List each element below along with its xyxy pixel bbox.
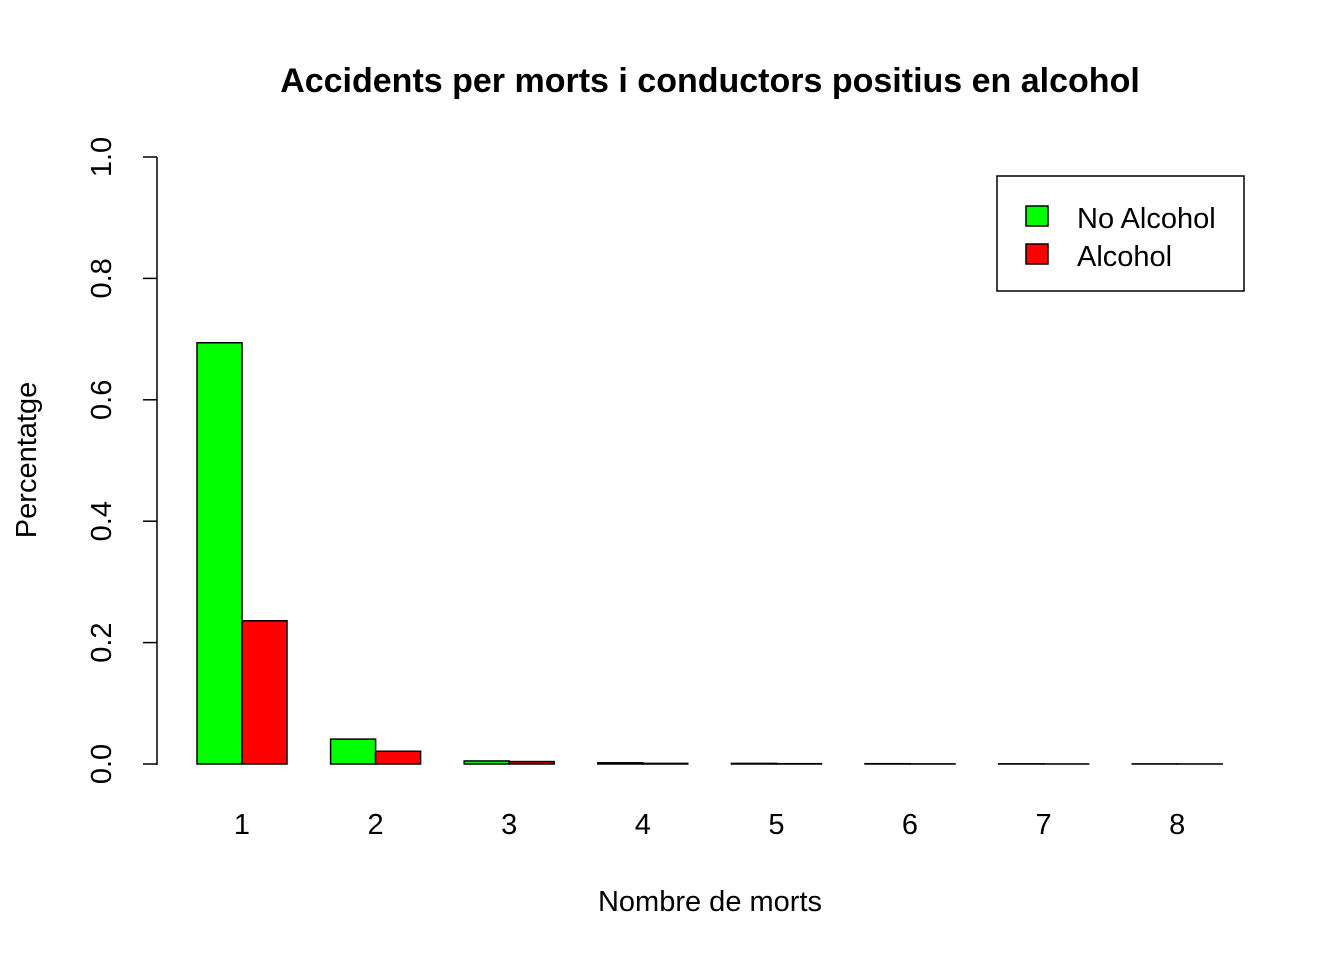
chart-title: Accidents per morts i conductors positiu… (280, 62, 1140, 100)
bar-no-alcohol-2 (329, 738, 377, 765)
bar-no-alcohol-5 (730, 762, 778, 765)
bar-alcohol-2 (374, 750, 422, 765)
bar-no-alcohol-3 (463, 760, 510, 765)
y-tick-label: 0.2 (86, 622, 118, 662)
x-tick-label: 2 (368, 809, 384, 841)
y-tick-label: 0.4 (86, 501, 118, 541)
y-tick-label: 0.6 (86, 380, 118, 420)
bar-no-alcohol-4 (597, 762, 644, 765)
x-tick-label: 7 (1036, 809, 1052, 841)
legend-swatch-alcohol (1025, 243, 1049, 265)
legend-swatch-no-alcohol (1025, 205, 1049, 227)
bars-group (196, 341, 1223, 765)
y-tick-label: 0.8 (86, 258, 118, 298)
bar-alcohol-4 (642, 762, 689, 765)
bar-no-alcohol-1 (196, 341, 243, 765)
bar-alcohol-1 (241, 619, 288, 765)
x-tick-label: 5 (768, 809, 784, 841)
x-axis-tick-labels: 1 2 3 4 5 6 7 8 (234, 809, 1185, 841)
x-tick-label: 1 (234, 809, 250, 841)
y-axis-ticks: 0.0 0.2 0.4 0.6 0.8 1.0 (86, 137, 157, 784)
legend-box (996, 175, 1245, 292)
x-tick-label: 3 (501, 809, 517, 841)
x-tick-label: 4 (635, 809, 651, 841)
legend-label-no-alcohol: No Alcohol (1077, 203, 1216, 235)
x-axis-label: Nombre de morts (598, 886, 822, 918)
y-tick-label: 1.0 (86, 137, 118, 177)
legend: No Alcohol Alcohol (996, 175, 1245, 292)
x-tick-label: 8 (1169, 809, 1185, 841)
bar-alcohol-3 (508, 760, 555, 765)
x-tick-label: 6 (902, 809, 918, 841)
y-tick-label: 0.0 (86, 744, 118, 784)
y-axis-label: Percentatge (11, 382, 43, 538)
legend-label-alcohol: Alcohol (1077, 241, 1172, 273)
